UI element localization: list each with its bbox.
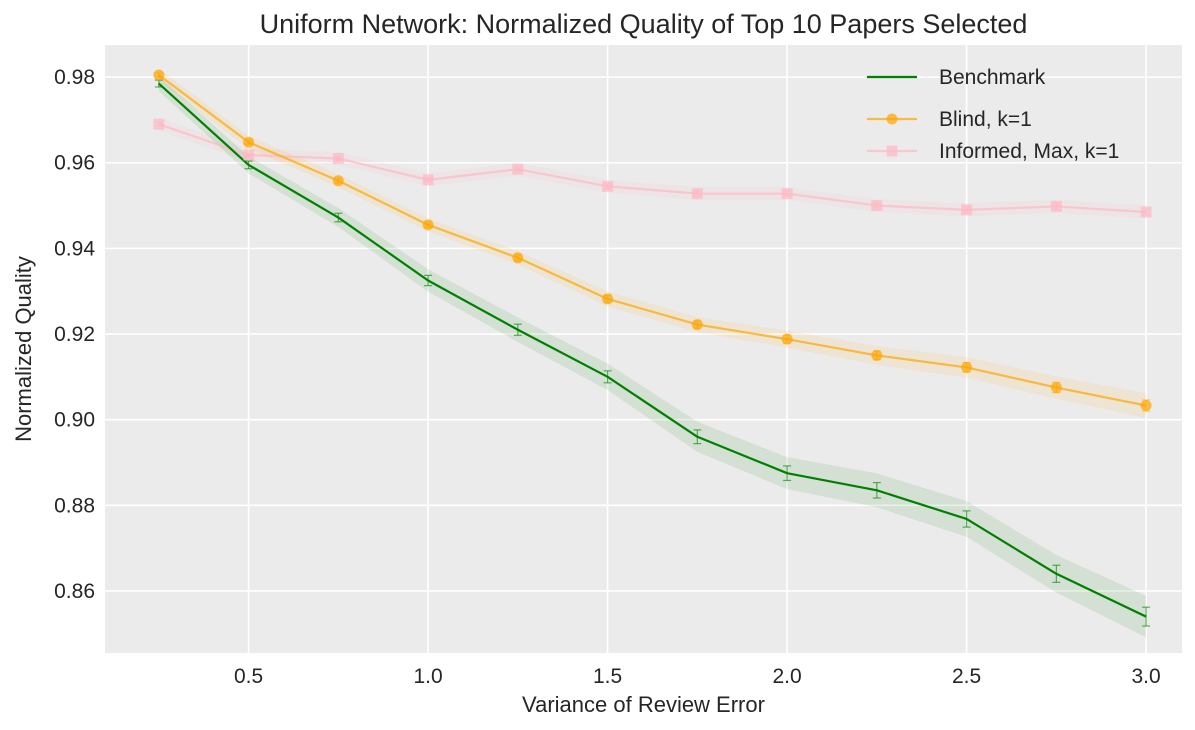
blind-k-1-point bbox=[691, 319, 703, 331]
informed-max-k-1-point bbox=[332, 152, 344, 164]
blind-k-1-point bbox=[1140, 400, 1152, 412]
grid bbox=[105, 45, 1182, 653]
chart-title: Uniform Network: Normalized Quality of T… bbox=[260, 9, 1028, 39]
legend: Benchmark Blind, k=1 Informed, Max, k=1 bbox=[867, 66, 1119, 163]
legend-label-blind-k-1: Blind, k=1 bbox=[939, 108, 1032, 131]
series-markers bbox=[153, 69, 1152, 412]
informed-max-k-1-point bbox=[961, 204, 973, 216]
legend-label-benchmark: Benchmark bbox=[939, 66, 1046, 89]
informed-max-k-1-point bbox=[243, 149, 255, 161]
y-tick-label: 0.98 bbox=[54, 66, 95, 89]
informed-max-k-1-band bbox=[158, 117, 1147, 219]
informed-max-k-1-point bbox=[422, 174, 434, 186]
blind-k-1-point bbox=[602, 293, 614, 305]
legend-label-informed-max-k-1: Informed, Max, k=1 bbox=[939, 140, 1119, 163]
informed-max-k-1-line bbox=[158, 123, 1147, 214]
blind-k-1-point bbox=[153, 69, 165, 81]
benchmark-line bbox=[158, 82, 1147, 618]
blind-k-1-point bbox=[781, 333, 793, 345]
blind-k-1-point bbox=[422, 219, 434, 231]
informed-max-k-1-point bbox=[781, 188, 793, 200]
x-tick-label: 3.0 bbox=[1131, 665, 1160, 688]
legend-marker-blind-k-1 bbox=[886, 113, 898, 125]
y-tick-label: 0.90 bbox=[54, 409, 95, 432]
x-tick-label: 0.5 bbox=[234, 665, 263, 688]
legend-marker-informed-max-k-1 bbox=[886, 145, 898, 157]
informed-max-k-1-point bbox=[602, 180, 614, 192]
x-tick-label: 1.0 bbox=[413, 665, 442, 688]
blind-k-1-point bbox=[512, 252, 524, 264]
y-tick-label: 0.88 bbox=[54, 494, 95, 517]
x-tick-labels: 0.5 1.0 1.5 2.0 2.5 3.0 bbox=[234, 665, 1161, 688]
y-tick-labels: 0.86 0.88 0.90 0.92 0.94 0.96 0.98 bbox=[54, 66, 95, 603]
blind-k-1-point bbox=[332, 175, 344, 187]
x-tick-label: 2.5 bbox=[952, 665, 981, 688]
blind-k-1-band bbox=[158, 68, 1147, 418]
informed-max-k-1-point bbox=[1050, 200, 1062, 212]
informed-max-k-1-point bbox=[1140, 206, 1152, 218]
y-tick-label: 0.86 bbox=[54, 580, 95, 603]
x-tick-label: 1.5 bbox=[593, 665, 622, 688]
informed-max-k-1-point bbox=[871, 200, 883, 212]
blind-k-1-point bbox=[871, 349, 883, 361]
informed-max-k-1-point bbox=[691, 188, 703, 200]
plot-background bbox=[105, 45, 1182, 653]
series-lines bbox=[158, 74, 1147, 618]
x-tick-label: 2.0 bbox=[772, 665, 801, 688]
y-tick-label: 0.92 bbox=[54, 323, 95, 346]
y-tick-label: 0.96 bbox=[54, 152, 95, 175]
y-tick-label: 0.94 bbox=[54, 237, 95, 260]
y-axis-label: Normalized Quality bbox=[11, 256, 36, 442]
informed-max-k-1-point bbox=[512, 163, 524, 175]
informed-max-k-1-point bbox=[153, 118, 165, 130]
x-axis-label: Variance of Review Error bbox=[522, 692, 765, 717]
blind-k-1-point bbox=[243, 136, 255, 148]
blind-k-1-point bbox=[1050, 382, 1062, 394]
blind-k-1-line bbox=[158, 74, 1147, 407]
blind-k-1-point bbox=[961, 361, 973, 373]
